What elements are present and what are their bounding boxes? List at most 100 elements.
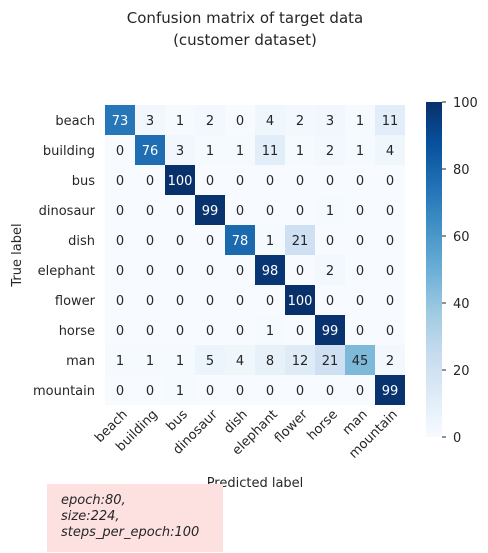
- matrix-cell: [285, 285, 315, 315]
- matrix-cell: [165, 195, 195, 225]
- matrix-cell: [225, 105, 255, 135]
- cell-value-label: 0: [176, 234, 184, 249]
- matrix-cell: [315, 375, 345, 405]
- colorbar-ticks: 0 20 40 60 80 100: [442, 96, 478, 446]
- y-tick-label: flower: [55, 294, 96, 309]
- cell-value-label: 1: [266, 324, 274, 339]
- cell-value-label: 0: [236, 384, 244, 399]
- cell-value-label: 0: [146, 264, 154, 279]
- matrix-cell: [195, 165, 225, 195]
- cell-value-label: 1: [326, 204, 334, 219]
- cell-value-label: 0: [296, 204, 304, 219]
- matrix-cell: [135, 315, 165, 345]
- cell-value-label: 0: [146, 384, 154, 399]
- matrix-cell: [105, 255, 135, 285]
- matrix-cell: [345, 375, 375, 405]
- matrix-cell: [255, 225, 285, 255]
- cell-value-label: 0: [386, 234, 394, 249]
- matrix-cell: [255, 195, 285, 225]
- matrix-cell: [225, 345, 255, 375]
- matrix-cell: [105, 105, 135, 135]
- colorbar-tick-label: 40: [453, 297, 470, 312]
- matrix-cell: [375, 375, 405, 405]
- colorbar: [426, 102, 442, 437]
- y-tick-label: elephant: [38, 264, 95, 279]
- matrix-cell: [285, 105, 315, 135]
- cell-value-label: 0: [206, 264, 214, 279]
- matrix-cell: [165, 225, 195, 255]
- cell-value-label: 0: [326, 234, 334, 249]
- cell-value-label: 0: [356, 324, 364, 339]
- cell-value-label: 0: [116, 234, 124, 249]
- matrix-cell: [195, 315, 225, 345]
- matrix-cell: [195, 285, 225, 315]
- matrix-cell: [285, 255, 315, 285]
- matrix-cell: [255, 345, 285, 375]
- cell-value-label: 0: [236, 324, 244, 339]
- cell-value-label: 0: [356, 384, 364, 399]
- y-tick-label: man: [66, 354, 95, 369]
- cell-value-label: 1: [176, 114, 184, 129]
- cell-value-label: 99: [202, 204, 219, 219]
- cell-value-label: 21: [322, 354, 339, 369]
- matrix-cell: [135, 105, 165, 135]
- matrix-cell: [285, 165, 315, 195]
- chart-title-line1: Confusion matrix of target data: [127, 9, 363, 27]
- cell-value-label: 0: [116, 174, 124, 189]
- matrix-cell: [285, 195, 315, 225]
- y-tick-label: dish: [68, 234, 95, 249]
- cell-value-label: 0: [206, 324, 214, 339]
- cell-value-label: 1: [266, 234, 274, 249]
- cell-value-label: 3: [176, 144, 184, 159]
- matrix-cell: [345, 255, 375, 285]
- cell-value-label: 0: [146, 294, 154, 309]
- x-tick-label: horse: [305, 407, 341, 443]
- matrix-cell: [315, 195, 345, 225]
- cell-value-label: 0: [386, 294, 394, 309]
- cell-value-label: 0: [116, 294, 124, 309]
- matrix-cell: [165, 255, 195, 285]
- cell-value-label: 2: [206, 114, 214, 129]
- matrix-cell: [135, 375, 165, 405]
- cell-value-label: 0: [326, 174, 334, 189]
- matrix-cell: [225, 375, 255, 405]
- matrix-cell: [255, 255, 285, 285]
- matrix-cell: [195, 195, 225, 225]
- cell-value-label: 0: [296, 264, 304, 279]
- x-axis-label: Predicted label: [207, 476, 304, 491]
- y-axis-label: True label: [10, 223, 25, 287]
- cell-value-label: 98: [262, 264, 279, 279]
- cell-value-label: 0: [326, 384, 334, 399]
- cell-value-label: 1: [356, 144, 364, 159]
- cell-value-label: 0: [206, 234, 214, 249]
- matrix-cell: [315, 105, 345, 135]
- cell-value-label: 1: [116, 354, 124, 369]
- matrix-cell: [285, 375, 315, 405]
- cell-value-label: 5: [206, 354, 214, 369]
- matrix-cell: [105, 225, 135, 255]
- matrix-cell: [165, 285, 195, 315]
- y-tick-label: building: [43, 144, 95, 159]
- cell-value-label: 0: [356, 294, 364, 309]
- cell-value-label: 1: [356, 114, 364, 129]
- cell-value-label: 0: [266, 294, 274, 309]
- matrix-cell: [195, 375, 225, 405]
- matrix-cell: [255, 105, 285, 135]
- matrix-cell: [225, 285, 255, 315]
- matrix-cell: [315, 135, 345, 165]
- matrix-cell: [345, 105, 375, 135]
- cell-value-label: 45: [352, 354, 369, 369]
- matrix-cell: [135, 285, 165, 315]
- note-line: size:224,: [61, 509, 120, 524]
- matrix-cell: [255, 375, 285, 405]
- matrix-cell: [165, 105, 195, 135]
- cell-value-label: 2: [326, 144, 334, 159]
- matrix-cell: [225, 225, 255, 255]
- matrix-cell: [195, 135, 225, 165]
- cell-value-label: 2: [296, 114, 304, 129]
- matrix-cell: [255, 315, 285, 345]
- matrix-cell: [345, 195, 375, 225]
- cell-value-label: 0: [266, 174, 274, 189]
- matrix-cell: [375, 105, 405, 135]
